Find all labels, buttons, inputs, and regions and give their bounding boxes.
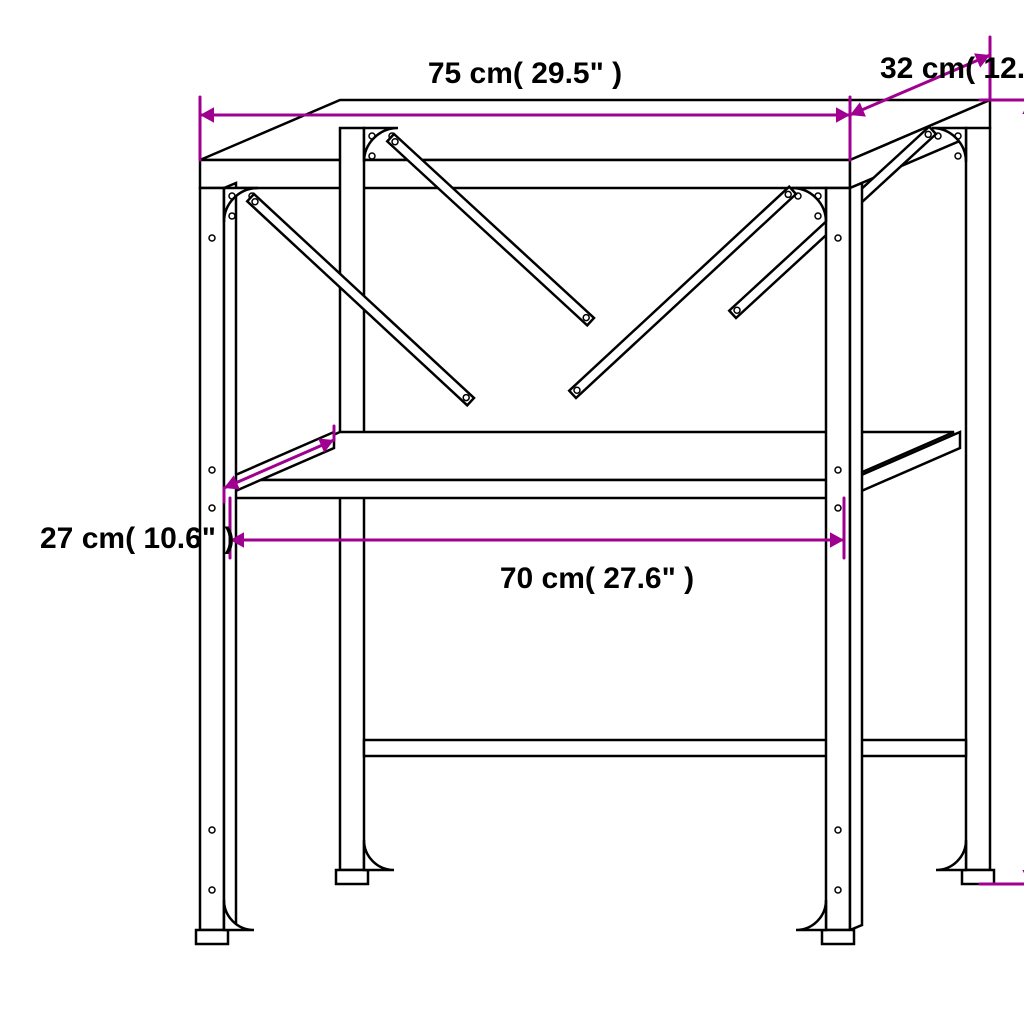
dim-shelf-width: 70 cm( 27.6" ) (500, 562, 694, 595)
dim-shelf-depth: 27 cm( 10.6" ) (40, 522, 234, 555)
dim-depth-top: 32 cm( 12.6" ) (880, 52, 1024, 85)
dim-width-top: 75 cm( 29.5" ) (428, 57, 622, 90)
